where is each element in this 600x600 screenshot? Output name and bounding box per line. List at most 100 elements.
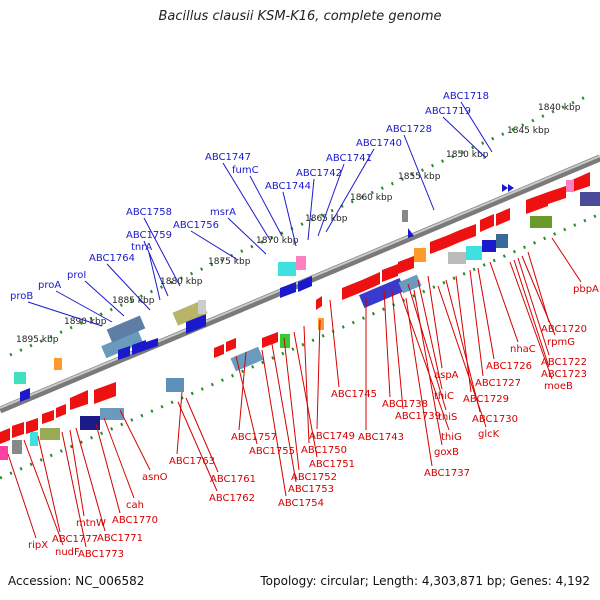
callout-line xyxy=(176,391,183,455)
gene-arrow xyxy=(526,192,548,214)
gene-label-ABC1737[interactable]: ABC1737 xyxy=(424,468,470,479)
gene-label-mtnW[interactable]: mtnW xyxy=(76,518,106,529)
gene-label-ABC1747[interactable]: ABC1747 xyxy=(205,152,251,163)
scale-label: 1860 kbp xyxy=(350,193,393,203)
gene-label-fumC[interactable]: fumC xyxy=(232,165,259,176)
gene-label-ABC1757[interactable]: ABC1757 xyxy=(231,432,277,443)
gene-label-moeB[interactable]: moeB xyxy=(544,381,573,392)
gene-label-ABC1758[interactable]: ABC1758 xyxy=(126,207,172,218)
gene-label-ABC1771[interactable]: ABC1771 xyxy=(97,533,143,544)
gene-arrow xyxy=(382,264,398,282)
gene-arrow xyxy=(496,208,510,226)
gene-label-msrA[interactable]: msrA xyxy=(210,207,236,218)
gene-block xyxy=(166,378,184,392)
gene-label-rpmG[interactable]: rpmG xyxy=(547,337,575,348)
gene-label-ABC1744[interactable]: ABC1744 xyxy=(265,181,311,192)
gene-label-ABC1761[interactable]: ABC1761 xyxy=(210,474,256,485)
gene-label-ABC1751[interactable]: ABC1751 xyxy=(309,459,355,470)
gene-label-ABC1749[interactable]: ABC1749 xyxy=(309,431,355,442)
gene-label-ABC1753[interactable]: ABC1753 xyxy=(288,484,334,495)
gene-label-ABC1770[interactable]: ABC1770 xyxy=(112,515,158,526)
gene-label-tnrA[interactable]: tnrA xyxy=(131,242,152,253)
gene-arrow xyxy=(398,256,414,274)
callout-line xyxy=(445,279,481,413)
gene-arrow xyxy=(460,224,476,242)
gene-label-ABC1745[interactable]: ABC1745 xyxy=(331,389,377,400)
gene-label-glcK[interactable]: glcK xyxy=(478,429,500,440)
gene-label-ABC1754[interactable]: ABC1754 xyxy=(278,498,324,509)
gene-label-ABC1743[interactable]: ABC1743 xyxy=(358,432,404,443)
gene-label-proB[interactable]: proB xyxy=(10,291,33,302)
lower-strand-genes xyxy=(0,172,590,460)
gene-label-cah[interactable]: cah xyxy=(126,500,144,511)
callout-line xyxy=(143,240,169,297)
callout-line xyxy=(95,423,121,514)
gene-label-thiC[interactable]: thiC xyxy=(434,391,454,402)
gene-block xyxy=(466,246,482,260)
gene-block xyxy=(566,180,574,192)
gene-label-ABC1762[interactable]: ABC1762 xyxy=(209,493,255,504)
gene-label-proI[interactable]: proI xyxy=(67,270,86,281)
scale-label: 1885 kbp xyxy=(112,296,155,306)
gene-label-ABC1722[interactable]: ABC1722 xyxy=(541,357,587,368)
gene-label-thiG[interactable]: thiG xyxy=(441,432,462,443)
callout-line xyxy=(23,439,64,546)
gene-label-ABC1740[interactable]: ABC1740 xyxy=(356,138,402,149)
scale-label: 1840 kbp xyxy=(538,103,581,113)
gene-label-ABC1752[interactable]: ABC1752 xyxy=(291,472,337,483)
callout-line xyxy=(551,237,582,283)
gene-label-nhaC[interactable]: nhaC xyxy=(510,344,536,355)
gene-label-ABC1738[interactable]: ABC1738 xyxy=(382,399,428,410)
gene-block xyxy=(101,330,144,359)
scale-label: 1845 kbp xyxy=(507,126,550,136)
callout-line xyxy=(103,417,135,499)
gene-label-ABC1730[interactable]: ABC1730 xyxy=(472,414,518,425)
gene-label-pbpA[interactable]: pbpA xyxy=(573,284,599,295)
gene-label-ABC1777[interactable]: ABC1777 xyxy=(52,534,98,545)
scale-label: 1865 kbp xyxy=(305,214,348,224)
gene-label-ABC1764[interactable]: ABC1764 xyxy=(89,253,135,264)
callout-line xyxy=(177,401,218,492)
gene-label-ABC1719[interactable]: ABC1719 xyxy=(425,106,471,117)
gene-label-ABC1720[interactable]: ABC1720 xyxy=(541,324,587,335)
gene-label-ABC1729[interactable]: ABC1729 xyxy=(463,394,509,405)
callout-line xyxy=(190,230,239,261)
gene-label-ABC1726[interactable]: ABC1726 xyxy=(486,361,532,372)
gene-label-ABC1759[interactable]: ABC1759 xyxy=(126,230,172,241)
gene-label-ABC1756[interactable]: ABC1756 xyxy=(173,220,219,231)
callout-line xyxy=(37,435,61,533)
gene-label-goxB[interactable]: goxB xyxy=(434,447,459,458)
callout-line xyxy=(437,285,487,428)
gene-label-ABC1718[interactable]: ABC1718 xyxy=(443,91,489,102)
gene-label-ABC1773[interactable]: ABC1773 xyxy=(78,549,124,560)
gene-label-nudF[interactable]: nudF xyxy=(55,547,80,558)
gene-label-ABC1750[interactable]: ABC1750 xyxy=(301,445,347,456)
gene-label-proA[interactable]: proA xyxy=(38,280,61,291)
callout-line xyxy=(148,252,161,301)
gene-label-ABC1723[interactable]: ABC1723 xyxy=(541,369,587,380)
gene-arrow xyxy=(508,184,514,192)
gene-label-ABC1727[interactable]: ABC1727 xyxy=(475,378,521,389)
gene-label-ABC1741[interactable]: ABC1741 xyxy=(326,153,372,164)
gene-label-ABC1742[interactable]: ABC1742 xyxy=(296,168,342,179)
gene-block xyxy=(398,274,422,294)
gene-label-thiS[interactable]: thiS xyxy=(438,412,457,423)
gene-block xyxy=(448,252,466,264)
gene-block xyxy=(402,210,408,222)
callout-line xyxy=(427,275,443,369)
callout-line xyxy=(84,280,125,317)
gene-label-asnO[interactable]: asnO xyxy=(142,472,168,483)
gene-block xyxy=(14,372,26,384)
gene-label-aspA[interactable]: aspA xyxy=(434,370,459,381)
gene-label-ABC1763[interactable]: ABC1763 xyxy=(169,456,215,467)
gene-arrow xyxy=(94,382,116,404)
gene-label-ABC1728[interactable]: ABC1728 xyxy=(386,124,432,135)
gene-label-ripX[interactable]: ripX xyxy=(28,540,48,551)
gene-block xyxy=(496,234,508,248)
genome-summary-label: Topology: circular; Length: 4,303,871 bp… xyxy=(260,574,590,588)
callout-line xyxy=(271,343,297,483)
gene-arrow xyxy=(480,214,494,232)
callout-line xyxy=(238,351,247,431)
gene-label-ABC1755[interactable]: ABC1755 xyxy=(249,446,295,457)
gene-label-ABC1739[interactable]: ABC1739 xyxy=(395,411,441,422)
